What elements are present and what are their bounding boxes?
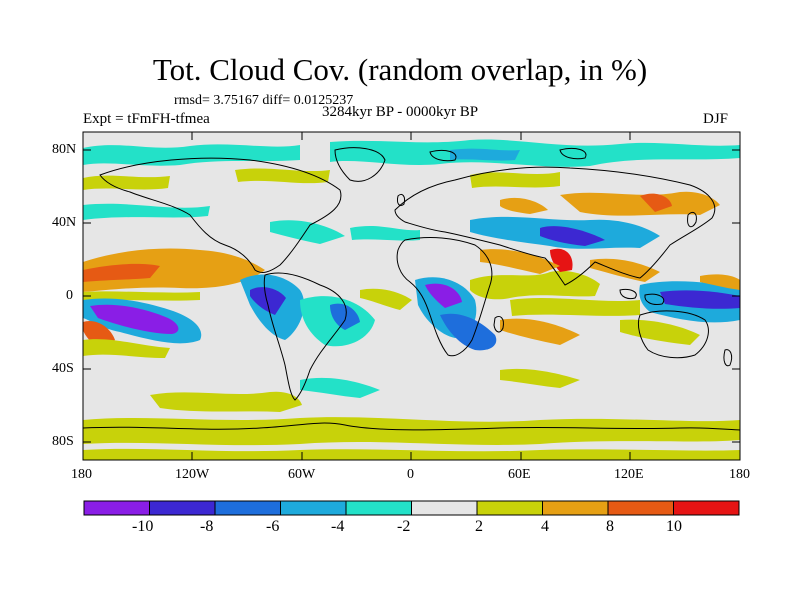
tropical-pacific-orange (83, 248, 265, 292)
colorbar-label: -2 (397, 518, 411, 535)
colorbar-label: 4 (541, 518, 549, 535)
colorbar-label: -4 (331, 518, 345, 535)
australia-yellow (620, 319, 700, 345)
lon-label-60e: 60E (508, 467, 531, 482)
colorbar-swatch (673, 500, 740, 516)
lat-label-80n: 80N (52, 142, 77, 157)
colorbar-swatch (149, 500, 216, 516)
lat-label-80s: 80S (52, 434, 74, 449)
stats-line: rmsd= 3.75167 diff= 0.0125237 (174, 93, 354, 108)
lon-ticks (191, 132, 631, 460)
indian-ocean-yellow (510, 298, 640, 316)
colorbar-swatch (476, 500, 543, 516)
lat-label-40s: 40S (52, 361, 74, 376)
colorbar-swatch (345, 500, 412, 516)
southern-pacific-yellow (150, 391, 302, 412)
west-pacific-indigo (660, 290, 740, 309)
colorbar-swatch (607, 500, 674, 516)
south-indian-orange (500, 318, 580, 345)
asia-indigo-core (540, 226, 605, 246)
coastlines (83, 147, 740, 431)
colorbar-label: -6 (266, 518, 280, 535)
colorbar-label: 2 (475, 518, 483, 535)
lon-label-0: 0 (407, 467, 414, 482)
tropical-pacific-red (83, 263, 160, 282)
south-america-indigo (250, 287, 286, 315)
colorbar-label: -10 (132, 518, 154, 535)
lon-label-180w: 180 (71, 467, 92, 482)
india-orange (480, 249, 560, 274)
colorbar-swatch (280, 500, 347, 516)
africa-purple (425, 283, 462, 308)
colorbar-label: -8 (200, 518, 214, 535)
north-atlantic-teal (350, 226, 420, 241)
east-asia-orange (560, 191, 720, 216)
cloud-anomaly-field (83, 132, 740, 460)
south-indian-yellow (500, 368, 580, 388)
north-pacific-yellow (83, 175, 170, 190)
south-atlantic-teal (300, 377, 380, 398)
east-asia-red (640, 193, 672, 212)
brazil-blue (330, 303, 360, 330)
eurasia-yellow-1 (470, 172, 560, 188)
lat-label-0: 0 (66, 288, 73, 303)
experiment-label: Expt = tFmFH-tfmea (83, 111, 210, 127)
colorbar-swatch (214, 500, 281, 516)
lon-label-60w: 60W (288, 467, 316, 482)
south-pacific-yellow (83, 339, 170, 358)
lon-label-180e: 180 (729, 467, 750, 482)
colorbar-swatch (542, 500, 609, 516)
antarctic-yellow-band (83, 417, 740, 446)
south-africa-blue (440, 313, 497, 351)
arctic-teal-east (330, 139, 740, 167)
colorbar (83, 500, 740, 516)
period-label: 3284kyr BP - 0000kyr BP (322, 104, 479, 120)
season-label: DJF (703, 111, 729, 127)
colorbar-label: 10 (666, 518, 682, 535)
gulf-guinea-yellow (360, 288, 412, 310)
arctic-teal-west (83, 144, 300, 166)
tropical-west-pacific-orange (700, 274, 740, 290)
lon-label-120w: 120W (175, 467, 210, 482)
lon-label-120e: 120E (614, 467, 644, 482)
arctic-cyan (450, 148, 520, 161)
usa-teal (270, 220, 345, 244)
se-pacific-purple (90, 304, 179, 334)
figure-title: Tot. Cloud Cov. (random overlap, in %) (152, 52, 648, 87)
central-asia-orange (500, 197, 548, 214)
colorbar-swatch (411, 500, 478, 516)
lat-label-40n: 40N (52, 215, 77, 230)
north-pacific-teal (83, 203, 210, 220)
colorbar-swatch (83, 500, 150, 516)
lat-ticks (83, 149, 740, 443)
arabian-sea-yellow (470, 270, 600, 300)
colorbar-label: 8 (606, 518, 614, 535)
